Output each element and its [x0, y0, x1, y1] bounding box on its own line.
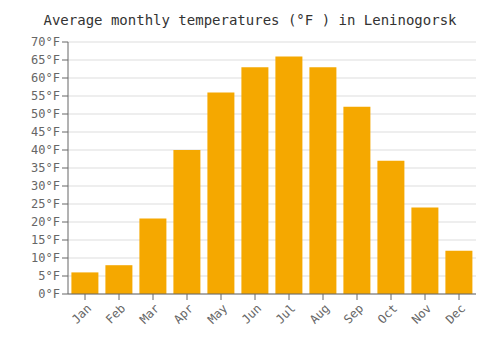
- svg-text:Feb: Feb: [103, 301, 128, 326]
- html-text:Average monthly temperatures (: Average monthly temperatures (°F ) in Le…: [43, 12, 457, 28]
- svg-text:45°F: 45°F: [31, 125, 60, 139]
- svg-text:20°F: 20°F: [31, 215, 60, 229]
- svg-text:May: May: [205, 301, 230, 326]
- svg-text:Aug: Aug: [307, 301, 332, 326]
- svg-text:35°F: 35°F: [31, 161, 60, 175]
- svg-text:50°F: 50°F: [31, 107, 60, 121]
- svg-text:10°F: 10°F: [31, 251, 60, 265]
- svg-text:55°F: 55°F: [31, 89, 60, 103]
- svg-text:0°F: 0°F: [38, 287, 60, 301]
- svg-text:30°F: 30°F: [31, 179, 60, 193]
- svg-text:70°F: 70°F: [31, 35, 60, 49]
- svg-text:Nov: Nov: [409, 301, 434, 326]
- svg-text:Jul: Jul: [273, 301, 298, 326]
- svg-text:5°F: 5°F: [38, 269, 60, 283]
- svg-text:Apr: Apr: [171, 301, 196, 326]
- svg-text:40°F: 40°F: [31, 143, 60, 157]
- svg-text:25°F: 25°F: [31, 197, 60, 211]
- svg-text:Jan: Jan: [69, 301, 94, 326]
- svg-text:Jun: Jun: [239, 301, 264, 326]
- svg-text:60°F: 60°F: [31, 71, 60, 85]
- svg-text:Sep: Sep: [341, 301, 366, 326]
- svg-text:15°F: 15°F: [31, 233, 60, 247]
- svg-text:Oct: Oct: [375, 301, 400, 326]
- svg-text:Dec: Dec: [443, 301, 468, 326]
- svg-text:Mar: Mar: [137, 301, 162, 326]
- svg-text:65°F: 65°F: [31, 53, 60, 67]
